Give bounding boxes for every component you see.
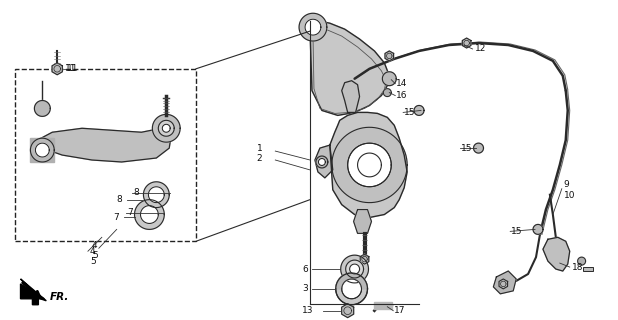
Polygon shape	[353, 210, 371, 233]
Text: 15: 15	[511, 227, 523, 236]
Polygon shape	[336, 273, 368, 289]
Bar	[583, 267, 593, 271]
Polygon shape	[360, 254, 369, 264]
Polygon shape	[375, 302, 392, 309]
Bar	[15, 69, 196, 241]
Text: 7: 7	[114, 213, 119, 222]
Text: 2: 2	[256, 154, 262, 163]
Text: 3: 3	[302, 284, 308, 293]
Polygon shape	[315, 145, 332, 178]
Polygon shape	[533, 224, 543, 234]
Polygon shape	[499, 279, 507, 289]
Text: 15: 15	[460, 144, 472, 153]
Polygon shape	[414, 106, 424, 116]
Polygon shape	[52, 63, 62, 75]
Polygon shape	[20, 284, 44, 305]
Polygon shape	[345, 260, 363, 278]
Text: 9: 9	[564, 180, 570, 189]
Polygon shape	[140, 206, 158, 223]
Polygon shape	[493, 271, 516, 294]
Text: 11: 11	[67, 64, 78, 73]
Polygon shape	[341, 255, 368, 283]
Text: 13: 13	[302, 306, 313, 315]
Polygon shape	[578, 257, 586, 265]
Polygon shape	[462, 38, 471, 48]
Text: 1: 1	[256, 144, 262, 153]
Text: 10: 10	[564, 191, 575, 200]
Text: 5: 5	[92, 251, 98, 260]
Polygon shape	[316, 156, 328, 168]
Text: 15: 15	[404, 108, 416, 117]
Polygon shape	[336, 273, 368, 305]
Polygon shape	[135, 200, 164, 229]
Text: 12: 12	[475, 44, 486, 53]
Polygon shape	[35, 100, 50, 116]
Polygon shape	[330, 112, 407, 218]
Text: 18: 18	[572, 263, 583, 272]
Polygon shape	[332, 127, 407, 203]
Text: 8: 8	[117, 195, 122, 204]
Text: 14: 14	[396, 79, 408, 88]
Text: 5: 5	[90, 257, 96, 266]
Text: 6: 6	[302, 265, 308, 274]
Polygon shape	[385, 51, 394, 61]
Polygon shape	[358, 153, 381, 177]
Polygon shape	[148, 187, 164, 203]
Polygon shape	[30, 138, 54, 162]
Text: 7: 7	[127, 208, 133, 217]
Polygon shape	[299, 13, 327, 41]
Polygon shape	[383, 89, 391, 97]
Polygon shape	[143, 182, 169, 208]
Polygon shape	[342, 304, 353, 318]
Polygon shape	[473, 143, 483, 153]
Polygon shape	[348, 143, 391, 187]
Polygon shape	[305, 19, 321, 35]
Text: 4: 4	[90, 247, 96, 256]
Text: 4: 4	[92, 241, 98, 250]
Polygon shape	[153, 115, 180, 142]
Polygon shape	[350, 264, 360, 274]
Polygon shape	[318, 158, 325, 165]
Polygon shape	[310, 21, 389, 116]
Polygon shape	[20, 279, 46, 301]
Polygon shape	[163, 124, 170, 132]
Polygon shape	[342, 81, 360, 112]
Polygon shape	[158, 120, 174, 136]
Text: 8: 8	[133, 188, 139, 197]
Polygon shape	[30, 138, 54, 162]
Polygon shape	[383, 72, 396, 86]
Text: 16: 16	[396, 91, 408, 100]
Text: 11: 11	[65, 64, 77, 73]
Text: FR.: FR.	[50, 292, 70, 302]
Polygon shape	[543, 237, 570, 271]
Polygon shape	[345, 260, 363, 278]
Polygon shape	[37, 128, 171, 162]
Polygon shape	[158, 120, 174, 136]
Polygon shape	[342, 279, 362, 299]
Text: 17: 17	[394, 306, 406, 315]
Polygon shape	[348, 143, 391, 187]
Polygon shape	[35, 143, 49, 157]
